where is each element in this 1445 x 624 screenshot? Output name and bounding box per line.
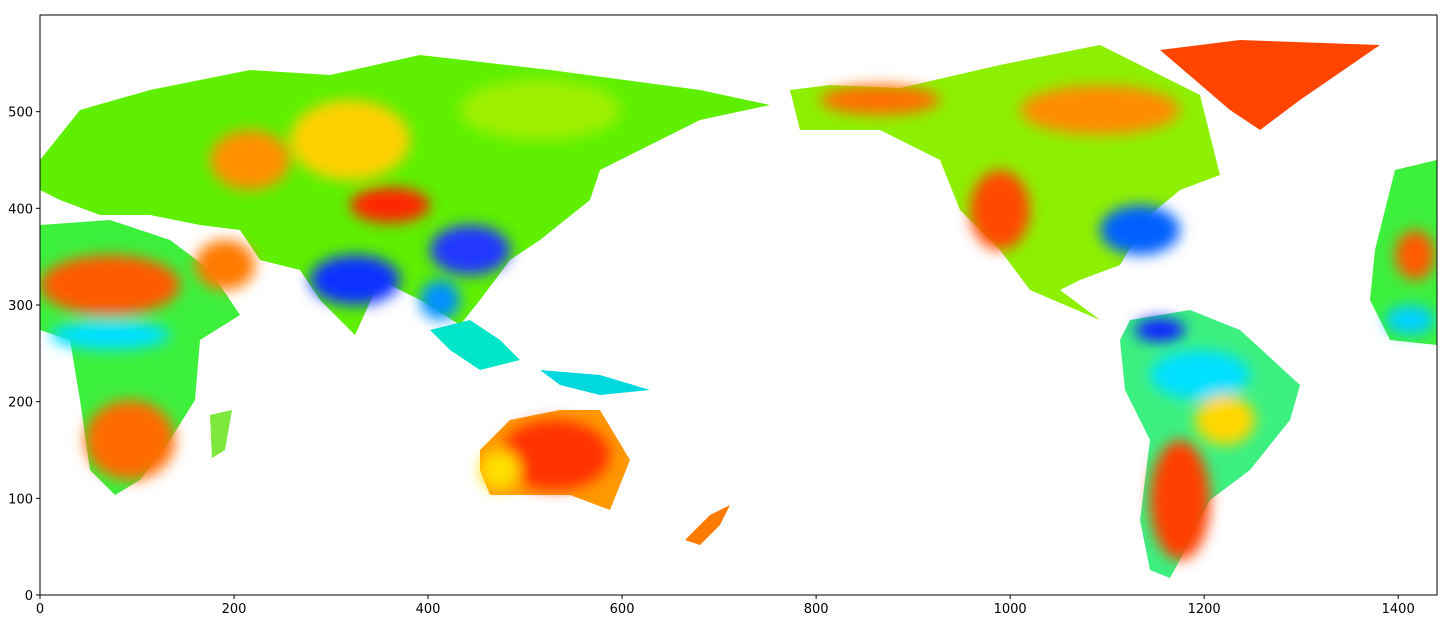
x-tick-label: 0 [36,602,44,617]
y-tick-label: 0 [25,589,33,604]
map-image [40,40,1437,578]
land [40,40,1437,578]
y-tick-label: 100 [8,492,33,507]
field-shading [40,80,1435,560]
y-tick-label: 500 [8,106,33,121]
axes: 0 200 400 600 800 1000 1200 1400 0 100 200 300 400 50… [8,106,1415,617]
x-tick-label: 1200 [1188,602,1221,617]
x-tick-label: 1400 [1382,602,1415,617]
x-tick-label: 200 [222,602,247,617]
x-tick-label: 1000 [994,602,1027,617]
x-tick-label: 800 [804,602,829,617]
y-tick-label: 400 [8,202,33,217]
x-tick-label: 600 [610,602,635,617]
y-tick-label: 300 [8,299,33,314]
x-tick-label: 400 [416,602,441,617]
y-tick-label: 200 [8,396,33,411]
